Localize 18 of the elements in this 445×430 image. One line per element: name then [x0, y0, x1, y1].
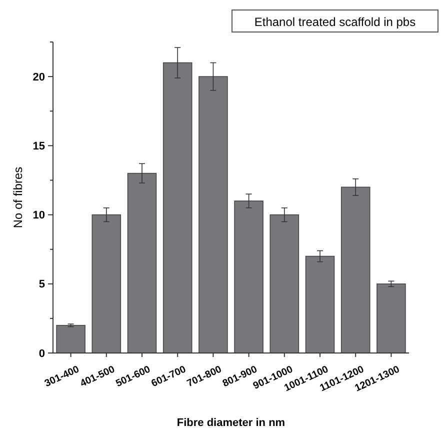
bar	[92, 214, 122, 354]
chart-title: Ethanol treated scaffold in pbs	[254, 15, 416, 29]
y-tick-label: 15	[32, 140, 45, 153]
bar	[270, 214, 300, 354]
y-tick-label: 5	[38, 278, 45, 291]
y-tick-label: 0	[38, 348, 45, 360]
bar	[234, 200, 264, 354]
bar	[56, 324, 86, 354]
x-axis-title: Fibre diameter in nm	[176, 417, 286, 429]
bar	[376, 283, 406, 354]
bar	[198, 76, 228, 354]
y-axis-title: No of fibres	[11, 166, 25, 228]
bar	[340, 186, 370, 354]
bar	[127, 172, 157, 354]
y-tick-label: 10	[32, 210, 45, 222]
y-tick-label: 20	[32, 71, 45, 84]
bar	[162, 62, 192, 354]
bar	[305, 256, 335, 354]
